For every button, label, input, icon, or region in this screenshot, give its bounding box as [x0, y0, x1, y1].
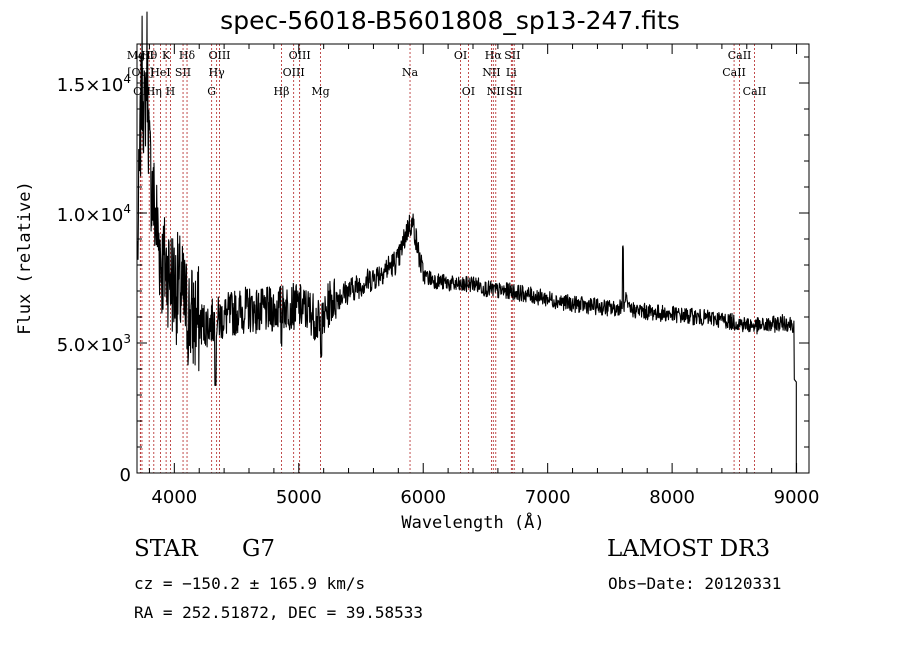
x-tick-label: 9000: [774, 487, 820, 508]
spectral-line-label: Mg: [311, 85, 329, 98]
x-tick-label: 5000: [276, 487, 322, 508]
survey-name: LAMOST DR3: [607, 536, 771, 562]
y-tick-label: 0: [120, 465, 131, 486]
x-tick-label: 4000: [151, 487, 197, 508]
x-tick-label: 6000: [400, 487, 446, 508]
y-tick-label: 1.5×104: [57, 72, 131, 96]
spectral-line-label: K: [162, 49, 171, 62]
spectral-line-label: NII: [487, 85, 505, 98]
spectral-line-label: Hα: [485, 49, 503, 62]
spectral-line-label: NII: [482, 66, 500, 79]
spectral-line-markers: [139, 44, 755, 473]
spectral-line-label: G: [207, 85, 216, 98]
spectral-line-label: CaII: [728, 49, 752, 62]
chart-title: spec-56018-B5601808_sp13-247.fits: [220, 6, 680, 35]
spectral-line-label: OI: [462, 85, 475, 98]
x-axis-ticks: 4000 5000 6000 7000 8000 9000: [148, 44, 820, 508]
spectral-line-label: Hθ: [141, 49, 158, 62]
spectral-line-label: CaII: [743, 85, 767, 98]
spectral-line-label: Hδ: [179, 49, 196, 62]
x-tick-label: 8000: [649, 487, 695, 508]
redshift-line: cz = −150.2 ± 165.9 km/s: [134, 574, 366, 593]
object-class: STAR: [134, 536, 198, 562]
spectrum-line: [137, 11, 797, 473]
y-axis-ticks: 0 5.0×103 1.0×104 1.5×104: [57, 56, 809, 486]
spectral-line-label: SII: [175, 66, 191, 79]
y-tick-label: 1.0×104: [57, 202, 131, 226]
spectral-line-label: Li: [506, 66, 517, 79]
spectral-line-label: Hγ: [209, 66, 226, 79]
spectral-line-label: SII: [506, 85, 522, 98]
spectral-line-label: Hη: [146, 85, 162, 98]
spectral-line-label: SII: [504, 49, 520, 62]
spectral-line-label: OIII: [283, 66, 305, 79]
plot-frame: [136, 43, 810, 474]
coordinates-line: RA = 252.51872, DEC = 39.58533: [134, 603, 423, 622]
spectral-line-label: Hβ: [274, 85, 290, 98]
observation-date: Obs−Date: 20120331: [608, 574, 782, 593]
y-axis-label: Flux (relative): [15, 181, 35, 335]
spectral-line-label: CaII: [722, 66, 746, 79]
spectral-line-label: HeI: [150, 66, 170, 79]
x-tick-label: 7000: [525, 487, 571, 508]
spectral-line-label: OIII: [289, 49, 311, 62]
spectral-line-label: Na: [402, 66, 419, 79]
spectral-line-label: OI: [454, 49, 467, 62]
spectral-line-label: H: [166, 85, 176, 98]
x-axis-label: Wavelength (Å): [401, 511, 544, 533]
y-tick-label: 5.0×103: [57, 332, 131, 356]
spectral-line-label: OIII: [208, 49, 230, 62]
object-subclass: G7: [242, 536, 276, 562]
